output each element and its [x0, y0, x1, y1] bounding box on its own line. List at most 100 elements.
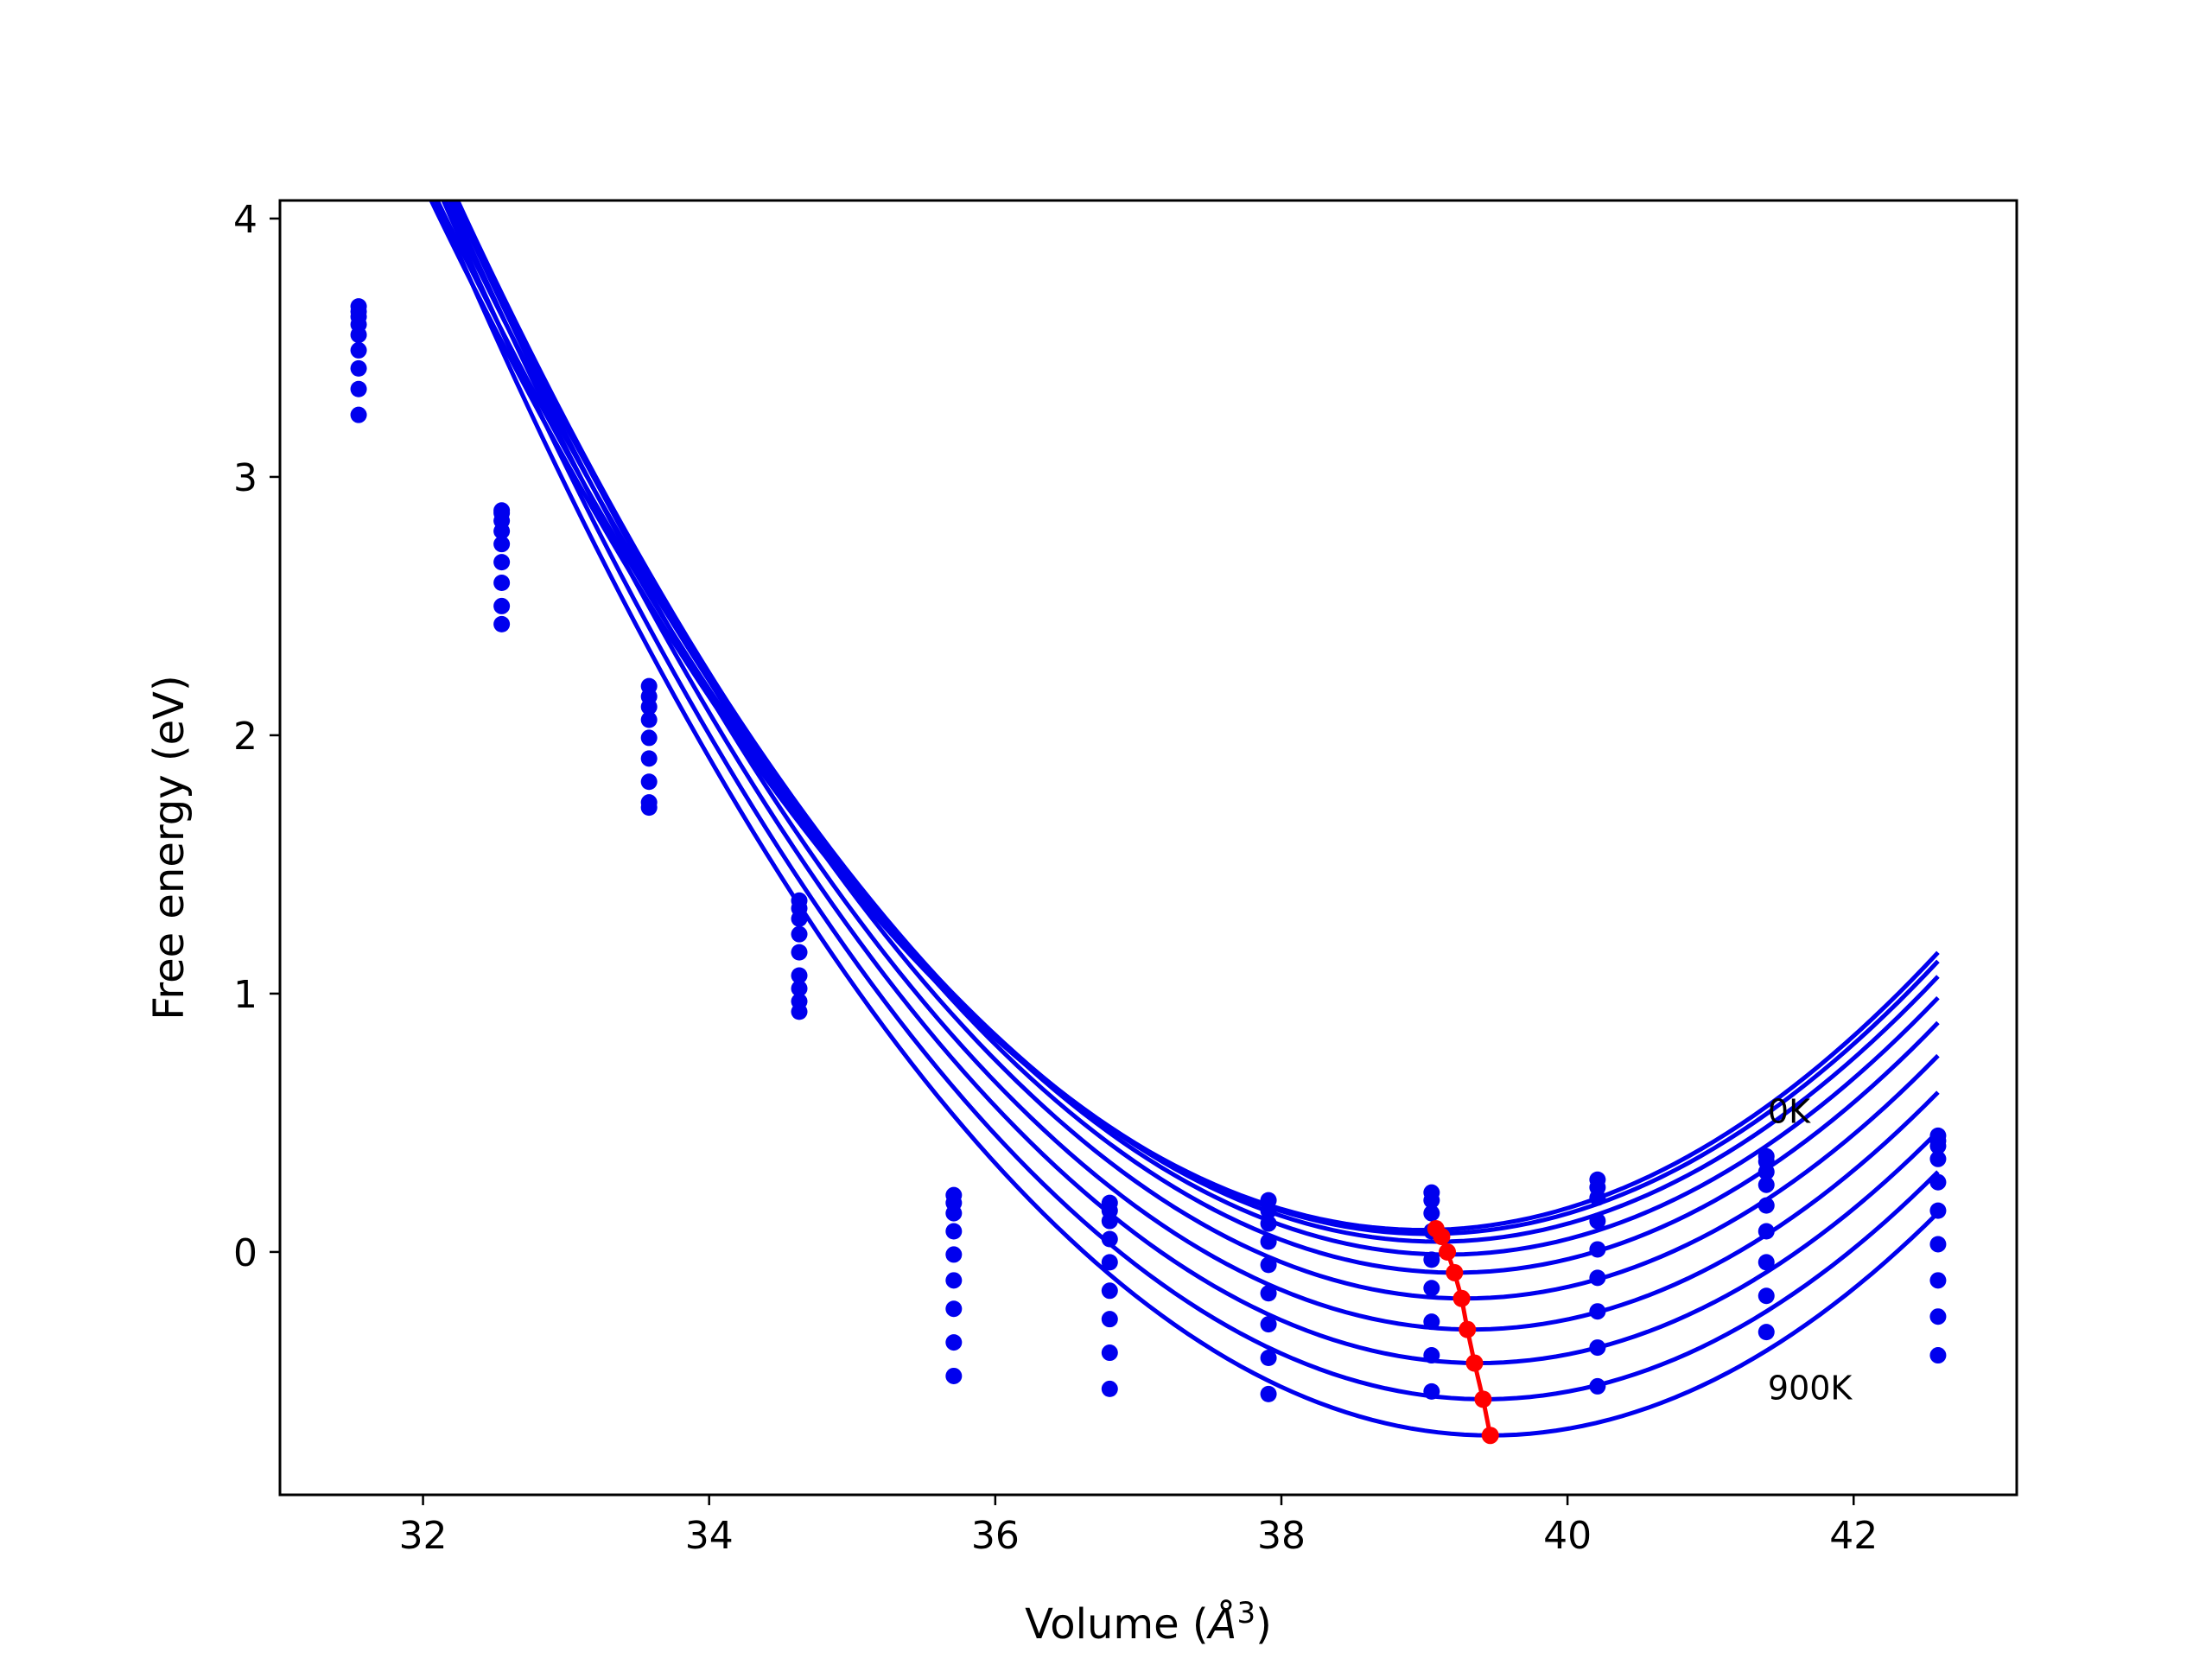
- data-point-s9-7: [1260, 1385, 1277, 1402]
- data-point-s8-6: [1101, 1344, 1118, 1362]
- x-axis-label: Volume (Å3): [1025, 1596, 1272, 1649]
- data-point-s7-6: [1101, 1311, 1118, 1328]
- x-axis-label-close: ): [1255, 1600, 1272, 1649]
- data-point-s4-5: [945, 1223, 963, 1240]
- data-point-s6-9: [1589, 1269, 1606, 1287]
- data-point-s9-6: [1101, 1380, 1118, 1397]
- data-point-s5-1: [350, 326, 367, 343]
- annotation-2: 900K: [1768, 1369, 1853, 1407]
- y-tick-label-0: 0: [233, 1231, 257, 1275]
- minimum-point-8: [1474, 1390, 1492, 1408]
- data-point-s8-11: [1929, 1272, 1947, 1289]
- data-point-s6-1: [350, 341, 367, 359]
- data-point-s7-3: [640, 773, 658, 791]
- data-point-s6-8: [1423, 1280, 1440, 1297]
- data-point-s9-3: [640, 794, 658, 811]
- data-point-s6-10: [1758, 1223, 1775, 1240]
- data-point-s10-extra-1: [1929, 1347, 1947, 1364]
- data-point-s5-7: [1260, 1256, 1277, 1274]
- fit-curve-7: [451, 200, 1940, 1332]
- data-point-s3-10: [1758, 1163, 1775, 1180]
- x-tick-label-32: 32: [399, 1514, 448, 1558]
- data-point-s7-1: [350, 359, 367, 377]
- data-point-s7-4: [791, 980, 808, 997]
- y-tick-label-1: 1: [233, 973, 257, 1017]
- data-point-s4-10: [1758, 1176, 1775, 1193]
- data-point-s5-5: [945, 1246, 963, 1263]
- data-point-s8-1: [350, 380, 367, 397]
- data-point-s3-3: [640, 698, 658, 715]
- fit-curve-10: [433, 200, 1940, 1438]
- data-point-s3-6: [1101, 1212, 1118, 1230]
- data-point-s5-4: [791, 944, 808, 961]
- data-point-s4-4: [791, 925, 808, 943]
- data-point-s7-5: [945, 1300, 963, 1318]
- data-point-s2-8: [1423, 1192, 1440, 1209]
- data-point-s9-9: [1589, 1377, 1606, 1395]
- data-point-s5-11: [1929, 1173, 1947, 1191]
- x-tick-label-42: 42: [1829, 1514, 1878, 1558]
- data-point-s7-10: [1758, 1254, 1775, 1271]
- fit-curve-8: [447, 200, 1940, 1366]
- data-point-s9-5: [945, 1367, 963, 1384]
- x-axis: 32 34 36 38 40 42: [399, 1495, 1878, 1558]
- data-point-s5-10: [1758, 1197, 1775, 1214]
- annotation-1: 0K: [1768, 1092, 1811, 1130]
- data-point-s4-2: [493, 523, 511, 540]
- data-point-s6-7: [1260, 1285, 1277, 1302]
- data-point-s5-6: [1101, 1254, 1118, 1271]
- minimum-point-3: [1439, 1243, 1457, 1261]
- data-point-s9-2: [493, 615, 511, 632]
- data-point-s5-2: [493, 536, 511, 553]
- data-point-s9-11: [1929, 1308, 1947, 1325]
- y-tick-label-3: 3: [233, 456, 257, 500]
- data-point-s9-10: [1758, 1324, 1775, 1341]
- x-tick-label-38: 38: [1257, 1514, 1306, 1558]
- data-point-s3-7: [1260, 1215, 1277, 1232]
- y-axis-label: Free energy (eV): [145, 675, 194, 1020]
- minimum-point-7: [1465, 1354, 1484, 1372]
- data-point-s8-5: [945, 1334, 963, 1351]
- data-point-s6-11: [1929, 1202, 1947, 1219]
- data-point-s4-6: [1101, 1230, 1118, 1248]
- minimum-point-6: [1459, 1320, 1477, 1338]
- plot-marks: [350, 200, 1947, 1445]
- data-point-s3-8: [1423, 1205, 1440, 1222]
- data-point-s8-8: [1423, 1347, 1440, 1364]
- data-point-s3-11: [1929, 1137, 1947, 1154]
- data-point-s8-9: [1589, 1339, 1606, 1357]
- data-point-s7-11: [1929, 1236, 1947, 1253]
- data-point-s6-2: [493, 554, 511, 571]
- data-point-s7-2: [493, 575, 511, 592]
- data-point-s6-4: [791, 967, 808, 984]
- data-point-s4-11: [1929, 1150, 1947, 1167]
- x-tick-label-34: 34: [685, 1514, 734, 1558]
- data-point-s2-7: [1260, 1202, 1277, 1219]
- plot-frame: [278, 199, 2018, 1497]
- x-tick-label-36: 36: [971, 1514, 1020, 1558]
- data-point-s3-9: [1589, 1189, 1606, 1206]
- data-point-s4-7: [1260, 1233, 1277, 1250]
- data-point-s7-9: [1589, 1303, 1606, 1320]
- minimum-point-2: [1433, 1228, 1451, 1245]
- data-point-s3-5: [945, 1205, 963, 1222]
- fit-curve-6: [454, 200, 1940, 1301]
- data-point-s5-9: [1589, 1241, 1606, 1258]
- minimum-point-9: [1481, 1427, 1499, 1445]
- y-tick-label-2: 2: [233, 715, 257, 759]
- fit-curve-5: [454, 200, 1940, 1275]
- data-point-s3-4: [791, 910, 808, 927]
- x-axis-label-unit: Å: [1206, 1599, 1237, 1649]
- data-point-s7-8: [1423, 1313, 1440, 1331]
- data-point-s4-3: [640, 711, 658, 728]
- data-point-s7-7: [1260, 1316, 1277, 1333]
- data-point-s8-2: [493, 597, 511, 614]
- y-tick-label-4: 4: [233, 198, 257, 242]
- fit-curve-9: [441, 200, 1940, 1402]
- y-axis: 0 1 2 3 4: [233, 198, 280, 1275]
- data-point-s8-10: [1758, 1287, 1775, 1305]
- x-axis-label-text: Volume (: [1025, 1600, 1209, 1649]
- annotations: 0K 900K: [1768, 1092, 1853, 1407]
